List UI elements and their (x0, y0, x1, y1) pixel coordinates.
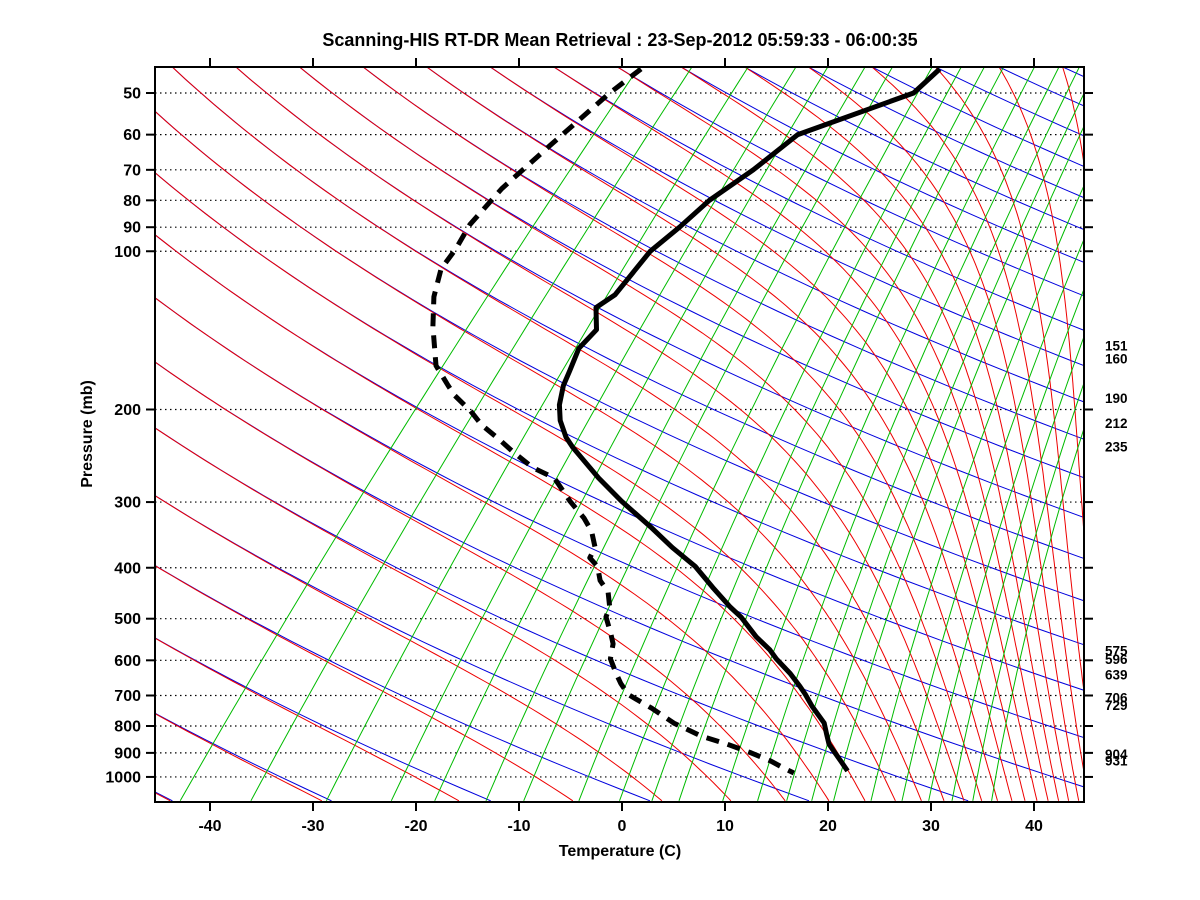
svg-text:60: 60 (123, 127, 141, 144)
svg-text:212: 212 (1105, 416, 1128, 431)
svg-text:10: 10 (716, 818, 734, 835)
svg-text:931: 931 (1105, 754, 1128, 769)
svg-text:600: 600 (114, 653, 141, 670)
svg-text:100: 100 (114, 244, 141, 261)
svg-text:30: 30 (922, 818, 940, 835)
svg-text:-10: -10 (507, 818, 530, 835)
dewpoint-curve (430, 67, 795, 776)
chart-title: Scanning-HIS RT-DR Mean Retrieval : 23-S… (322, 30, 918, 50)
svg-text:200: 200 (114, 402, 141, 419)
svg-text:706: 706 (1105, 690, 1128, 705)
temperature-curve (556, 67, 942, 773)
svg-text:20: 20 (819, 818, 837, 835)
svg-text:190: 190 (1105, 391, 1128, 406)
svg-text:300: 300 (114, 495, 141, 512)
svg-text:235: 235 (1105, 439, 1128, 454)
svg-text:0: 0 (618, 818, 627, 835)
svg-text:151: 151 (1105, 338, 1128, 353)
x-axis-title: Temperature (C) (558, 843, 682, 860)
svg-text:50: 50 (123, 86, 141, 103)
svg-text:-20: -20 (404, 818, 427, 835)
svg-text:40: 40 (1025, 818, 1043, 835)
svg-text:596: 596 (1105, 652, 1128, 667)
y-tick-labels: 50 60 70 80 90 100 200 300 400 500 600 700 800 900 100… (105, 86, 141, 787)
svg-text:800: 800 (114, 718, 141, 735)
svg-text:729: 729 (1105, 698, 1128, 713)
svg-text:575: 575 (1105, 644, 1128, 659)
svg-text:80: 80 (123, 193, 141, 210)
svg-text:700: 700 (114, 688, 141, 705)
svg-text:-30: -30 (301, 818, 324, 835)
svg-text:90: 90 (123, 220, 141, 237)
svg-text:900: 900 (114, 745, 141, 762)
mixing-ratio-lines (179, 67, 1084, 802)
x-tick-labels: -40 -30 -20 -10 0 10 20 30 40 (198, 818, 1043, 835)
svg-text:500: 500 (114, 611, 141, 628)
svg-text:639: 639 (1105, 668, 1128, 683)
moist-adiabats (155, 67, 1084, 802)
svg-text:904: 904 (1105, 747, 1128, 762)
axis-ticks (146, 58, 1093, 811)
svg-text:-40: -40 (198, 818, 221, 835)
plot-frame (154, 66, 1085, 803)
svg-text:400: 400 (114, 560, 141, 577)
svg-text:70: 70 (123, 162, 141, 179)
svg-text:160: 160 (1105, 352, 1128, 367)
svg-text:1000: 1000 (105, 769, 141, 786)
